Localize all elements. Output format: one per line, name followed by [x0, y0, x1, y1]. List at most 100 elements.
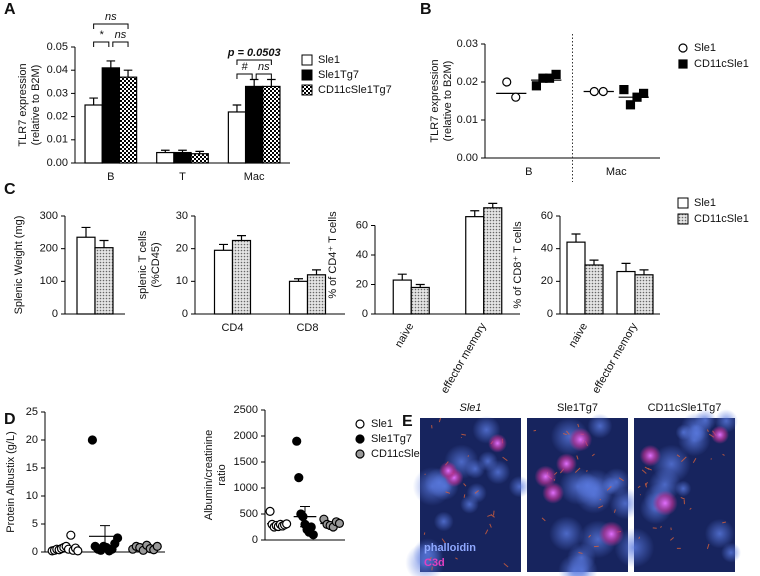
y-tick-label: 0: [362, 308, 368, 320]
y-tick-label: 1500: [234, 456, 258, 468]
error-bar: [89, 97, 98, 105]
error-bar: [99, 239, 109, 248]
bar: [156, 151, 175, 164]
annotation-bracket: [236, 73, 253, 79]
y-tick-label: 0.00: [457, 152, 478, 164]
data-point: [334, 518, 345, 528]
stain-fiber: [502, 456, 508, 462]
y-tick-label: 40: [541, 243, 553, 255]
bar: [213, 249, 234, 315]
data-point: [292, 436, 302, 446]
error-bar: [219, 243, 228, 251]
legend-label: CD11cSle1Tg7: [318, 84, 392, 96]
legend-swatch: [677, 213, 689, 225]
stain-fiber: [485, 529, 489, 535]
tissue: [558, 554, 591, 576]
data-point: [112, 533, 123, 543]
x-tick-label: effector memory: [590, 321, 640, 396]
stain-fiber: [428, 556, 432, 562]
stain-fiber: [618, 477, 624, 482]
data-point: [265, 506, 275, 516]
x-tick-label: B: [525, 166, 532, 178]
y-tick-label: 40: [356, 249, 368, 261]
y-tick-label: 0.01: [47, 134, 68, 146]
y-tick-label: 0.00: [47, 157, 68, 169]
error-bar: [178, 149, 187, 153]
error-bar: [397, 273, 407, 281]
x-tick-label: CD4: [221, 322, 243, 334]
data-point: [73, 546, 83, 556]
stain-fiber: [562, 433, 567, 436]
legend-label: CD11cSle1: [694, 213, 749, 225]
stain-fiber: [689, 507, 692, 510]
stain-fiber: [541, 517, 546, 522]
legend-swatch: [301, 84, 313, 96]
error-bar: [195, 150, 204, 154]
y-tick-label: 25: [26, 406, 38, 418]
bar: [483, 207, 503, 315]
stain-fiber: [613, 509, 616, 513]
panel-label: B: [420, 1, 432, 18]
y-tick-label: 0.04: [47, 64, 68, 76]
y-tick-label: 0.05: [47, 41, 68, 53]
data-point: [87, 435, 98, 445]
tissue: [721, 542, 742, 563]
tissue: [465, 459, 486, 479]
x-tick-label: Mac: [244, 171, 265, 183]
stain-fiber: [692, 457, 697, 463]
legend-swatch: [677, 197, 689, 209]
stain-fiber: [706, 543, 710, 549]
data-point: [531, 81, 542, 91]
bar: [94, 247, 114, 315]
y-tick-label: 300: [40, 210, 58, 222]
stain-fiber: [680, 496, 685, 500]
data-point: [294, 473, 304, 483]
tissue: [508, 475, 531, 498]
y-axis-label: (%CD45): [150, 242, 162, 287]
error-bar: [294, 278, 303, 282]
y-tick-label: 20: [356, 278, 368, 290]
legend-label: CD11cSle1: [694, 58, 749, 70]
y-tick-label: 100: [40, 275, 58, 287]
legend-label: Sle1: [318, 54, 340, 66]
legend-label: Sle1Tg7: [371, 433, 412, 445]
tissue: [609, 487, 642, 520]
stain-fiber: [638, 536, 641, 539]
data-point: [551, 69, 561, 80]
y-tick-label: 10: [26, 490, 38, 502]
tissue: [549, 516, 584, 551]
stain-fiber: [441, 538, 446, 544]
glomerulus: [652, 490, 678, 516]
panel-label: A: [4, 1, 16, 18]
y-tick-label: 0.03: [47, 87, 68, 99]
x-tick-label: Mac: [606, 166, 627, 178]
stain-fiber: [566, 430, 570, 435]
bar: [84, 104, 103, 164]
y-tick-label: 5: [32, 518, 38, 530]
stain-fiber: [577, 423, 580, 428]
error-bar: [232, 104, 242, 112]
bar: [465, 216, 485, 315]
error-bar: [249, 78, 259, 87]
y-axis-label: % of CD8⁺ T cells: [512, 221, 524, 309]
stain-fiber: [489, 523, 492, 528]
legend-marker: [678, 59, 688, 69]
stain-fiber: [641, 469, 647, 474]
stain-fiber: [463, 494, 466, 498]
error-bar: [106, 60, 116, 68]
tissue: [559, 467, 597, 505]
data-point: [625, 100, 636, 110]
stain-fiber: [681, 456, 687, 462]
y-axis-label: (relative to B2M): [30, 65, 42, 146]
data-point: [619, 84, 629, 95]
annotation-bracket: [93, 41, 110, 47]
y-tick-label: 20: [26, 434, 38, 446]
tissue: [677, 423, 711, 457]
error-bar: [488, 202, 498, 208]
error-bar: [81, 226, 91, 238]
data-point: [306, 522, 316, 532]
stain-fiber: [722, 453, 725, 456]
bar: [227, 111, 247, 164]
tissue: [587, 413, 613, 439]
error-bar: [237, 235, 246, 241]
